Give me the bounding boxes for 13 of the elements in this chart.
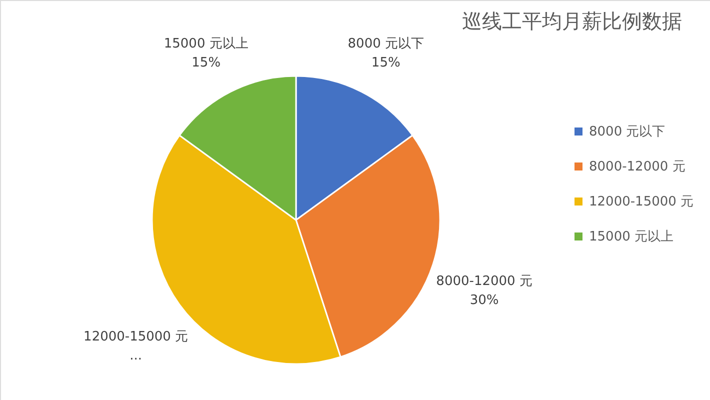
legend-label: 12000-15000 元 (589, 194, 694, 210)
slice-label: 15000 元以上 (164, 36, 248, 52)
slice-label: 8000-12000 元 (436, 274, 532, 290)
legend-label: 8000 元以下 (589, 124, 666, 140)
legend-label: 8000-12000 元 (589, 160, 686, 174)
data-label: 30% (470, 293, 499, 308)
slice-label: 8000 元以下 (348, 36, 424, 52)
slice-label: 12000-15000 元 (84, 329, 188, 344)
data-label: ... (130, 348, 142, 364)
data-label: 15% (192, 56, 221, 71)
data-label: 15% (371, 56, 400, 71)
legend-label: 15000 元以上 (589, 230, 674, 244)
chart-title: 巡线工平均月薪比例数据 (462, 9, 682, 33)
